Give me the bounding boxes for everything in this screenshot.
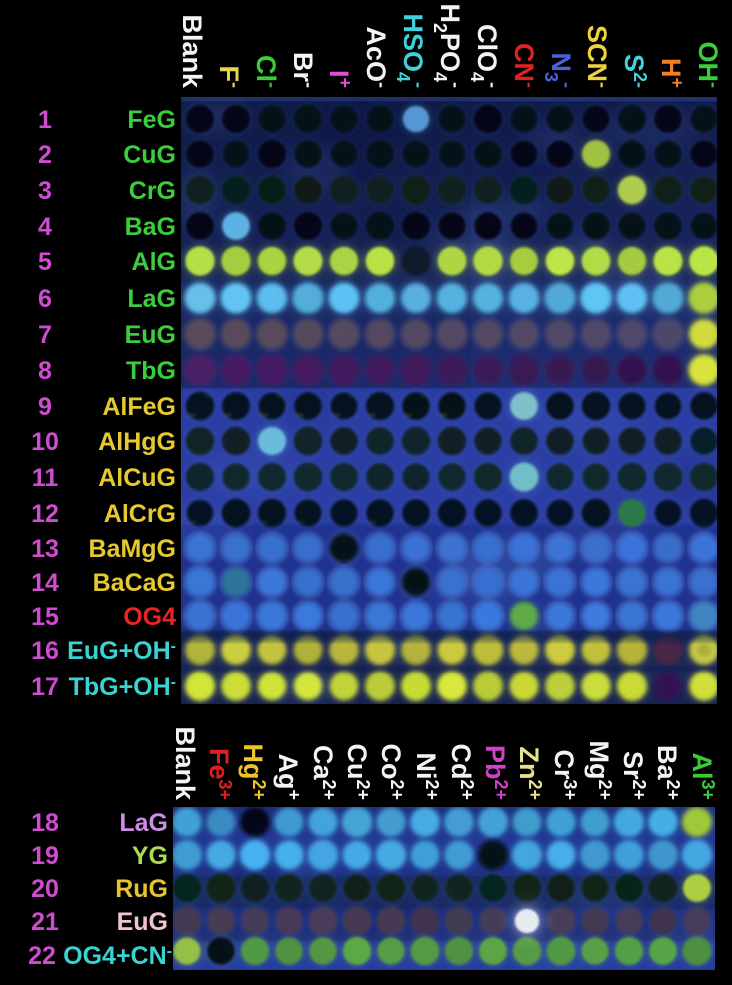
svg-text:CrG: CrG	[129, 177, 176, 205]
svg-text:Br-: Br-	[288, 52, 319, 88]
svg-text:CN-: CN-	[509, 43, 540, 88]
svg-text:4: 4	[38, 213, 52, 241]
svg-text:Blank: Blank	[177, 14, 207, 89]
svg-text:9: 9	[38, 393, 52, 421]
svg-text:S2-: S2-	[619, 54, 650, 88]
svg-text:BaG: BaG	[125, 213, 176, 241]
svg-text:Cd2+: Cd2+	[446, 743, 477, 800]
svg-text:CuG: CuG	[123, 141, 176, 169]
svg-text:EuG: EuG	[117, 908, 168, 936]
svg-text:3: 3	[38, 177, 52, 205]
svg-text:Co2+: Co2+	[376, 743, 407, 800]
svg-text:20: 20	[31, 875, 59, 903]
svg-text:LaG: LaG	[127, 285, 176, 313]
svg-text:AlHgG: AlHgG	[98, 428, 176, 456]
svg-text:EuG+OH-: EuG+OH-	[67, 637, 176, 665]
svg-text:OH-: OH-	[693, 42, 724, 89]
svg-text:N3-: N3-	[541, 52, 577, 88]
svg-text:6: 6	[38, 285, 52, 313]
svg-text:Zn2+: Zn2+	[514, 746, 545, 800]
svg-text:TbG: TbG	[126, 357, 176, 385]
svg-text:SCN-: SCN-	[582, 25, 613, 88]
svg-text:HSO4-: HSO4-	[393, 13, 429, 88]
svg-text:I+: I+	[324, 70, 355, 88]
svg-text:FeG: FeG	[127, 106, 176, 134]
svg-text:F-: F-	[214, 66, 245, 89]
svg-text:OG4+CN-: OG4+CN-	[63, 942, 172, 970]
svg-text:AlCuG: AlCuG	[98, 464, 176, 492]
svg-text:11: 11	[32, 464, 59, 492]
svg-text:YG: YG	[132, 842, 168, 870]
svg-text:22: 22	[28, 942, 56, 970]
svg-text:H2PO4-: H2PO4-	[430, 3, 466, 88]
svg-text:13: 13	[31, 535, 59, 563]
svg-text:Al3+: Al3+	[687, 752, 718, 800]
svg-text:15: 15	[31, 603, 59, 631]
svg-text:2: 2	[38, 141, 52, 169]
svg-text:AcO-: AcO-	[361, 26, 392, 88]
svg-text:TbG+OH-: TbG+OH-	[69, 673, 176, 701]
svg-text:Sr2+: Sr2+	[618, 751, 649, 800]
svg-text:12: 12	[31, 500, 59, 528]
svg-text:21: 21	[31, 908, 59, 936]
svg-text:AlFeG: AlFeG	[102, 393, 176, 421]
svg-text:17: 17	[31, 673, 59, 701]
svg-text:BaCaG: BaCaG	[93, 569, 176, 597]
svg-text:18: 18	[31, 809, 59, 837]
svg-text:Blank: Blank	[170, 726, 200, 801]
svg-text:EuG: EuG	[125, 321, 176, 349]
svg-text:14: 14	[31, 569, 59, 597]
svg-text:Cu2+: Cu2+	[342, 743, 373, 800]
svg-text:AlG: AlG	[132, 248, 176, 276]
svg-text:16: 16	[31, 637, 59, 665]
svg-text:LaG: LaG	[119, 809, 168, 837]
svg-text:AlCrG: AlCrG	[104, 500, 176, 528]
svg-text:BaMgG: BaMgG	[89, 535, 177, 563]
svg-text:Cl-: Cl-	[251, 55, 282, 88]
svg-text:Fe3+: Fe3+	[204, 748, 235, 800]
svg-text:Ca2+: Ca2+	[308, 745, 339, 800]
svg-text:Ag+: Ag+	[273, 753, 304, 800]
svg-text:7: 7	[38, 321, 52, 349]
svg-text:Ni2+: Ni2+	[411, 752, 442, 800]
svg-text:19: 19	[31, 842, 59, 870]
svg-text:OG4: OG4	[123, 603, 176, 631]
svg-text:H+: H+	[656, 58, 687, 88]
svg-text:5: 5	[38, 248, 52, 276]
svg-text:ClO4-: ClO4-	[467, 24, 503, 88]
svg-text:RuG: RuG	[115, 875, 168, 903]
svg-text:Ba2+: Ba2+	[652, 745, 683, 800]
svg-text:Pb2+: Pb2+	[480, 745, 511, 800]
svg-text:1: 1	[38, 106, 52, 134]
svg-text:Mg2+: Mg2+	[584, 740, 615, 800]
svg-text:8: 8	[38, 357, 52, 385]
svg-text:10: 10	[31, 428, 59, 456]
svg-text:Hg2+: Hg2+	[238, 743, 269, 800]
svg-text:Cr3+: Cr3+	[549, 749, 580, 800]
